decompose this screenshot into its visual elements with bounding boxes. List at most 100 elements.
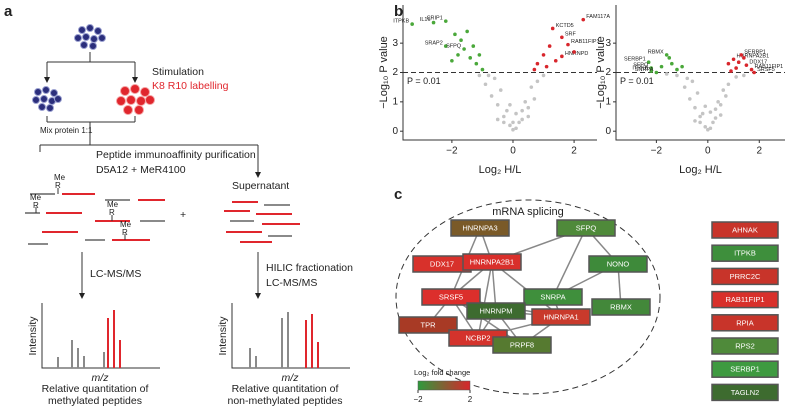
data-point: [502, 120, 506, 125]
point-label: SRSF5: [757, 67, 775, 73]
step-label: LC-MS/MS: [90, 268, 141, 280]
protein-node: [492, 336, 552, 354]
data-point: [711, 120, 715, 125]
data-point: [450, 58, 454, 63]
fragment-label: Me: [54, 173, 66, 182]
protein-node: [462, 253, 522, 271]
y-tick-label: 0: [605, 126, 611, 137]
data-point: [456, 53, 460, 57]
data-point: [477, 53, 482, 57]
step-label: LC-MS/MS: [266, 277, 317, 289]
data-point: [517, 120, 521, 125]
point-label: HNRNPA2B1: [737, 54, 770, 60]
data-point: [443, 44, 448, 48]
axis-label: m/z: [282, 372, 300, 384]
data-point: [667, 56, 672, 60]
y-tick-label: 1: [392, 96, 398, 107]
protein-node: [523, 288, 583, 306]
data-point: [693, 119, 697, 123]
protein-label: RAB11FIP1: [725, 295, 764, 304]
point-label: IL16: [420, 17, 431, 23]
protein-label: NCBP2: [465, 333, 490, 342]
data-point: [734, 75, 738, 79]
data-point: [550, 26, 555, 31]
data-point: [693, 105, 697, 110]
data-point: [670, 61, 674, 66]
point-label: ITPKB: [393, 19, 409, 25]
x-tick-label: 2: [756, 146, 762, 157]
data-point: [718, 113, 723, 117]
data-point: [734, 66, 738, 70]
data-point: [739, 53, 744, 57]
data-point: [511, 120, 515, 125]
data-point: [724, 94, 728, 98]
data-point: [700, 111, 705, 116]
data-point: [675, 67, 679, 72]
data-point: [465, 29, 469, 34]
protein-node: [711, 221, 779, 239]
caption: non-methylated peptides: [228, 395, 343, 407]
x-tick-label: −2: [446, 146, 458, 157]
data-point: [529, 85, 534, 89]
point-label: ITPKB: [632, 65, 648, 71]
data-point: [749, 67, 754, 72]
caption: Relative quantitation of: [42, 383, 149, 395]
data-point: [526, 114, 531, 119]
point-label: DDX17: [749, 60, 767, 66]
data-point: [486, 73, 491, 78]
data-point: [736, 60, 741, 65]
data-point: [541, 73, 546, 78]
data-point: [553, 58, 558, 63]
data-point: [731, 57, 736, 62]
x-axis-label: Log₂ H/L: [679, 164, 722, 176]
point-label: SRAP2: [425, 41, 443, 47]
x-tick-label: 0: [705, 146, 711, 157]
y-tick-label: 2: [392, 67, 398, 78]
x-tick-label: 0: [510, 146, 516, 157]
y-axis-label: −Log₁₀ P value: [378, 36, 390, 109]
data-point: [675, 73, 679, 78]
step-label: D5A12 + MeR4100: [96, 164, 186, 176]
data-point: [511, 127, 515, 132]
protein-node: [450, 219, 510, 237]
data-point: [664, 72, 669, 76]
cluster-title: mRNA splicing: [492, 206, 564, 218]
axis-label: Intensity: [217, 316, 229, 356]
data-point: [560, 54, 564, 59]
protein-label: HNRNPA2B1: [470, 257, 514, 266]
fragment-label: R: [109, 208, 115, 217]
protein-label: TPR: [421, 320, 437, 329]
data-point: [514, 126, 518, 131]
data-point: [685, 76, 690, 81]
protein-label: SNRPA: [540, 292, 565, 301]
protein-node: [711, 360, 779, 378]
point-label: SERBP1: [624, 57, 646, 63]
x-axis-label: Log₂ H/L: [479, 164, 522, 176]
step-label: Supernatant: [232, 180, 289, 192]
data-point: [742, 56, 746, 60]
protein-node: [711, 267, 779, 286]
point-label: SFPQ: [633, 63, 649, 69]
data-point: [474, 61, 479, 66]
data-point: [698, 114, 702, 119]
protein-node: [466, 302, 526, 320]
axis-label: m/z: [92, 372, 110, 384]
plus-sign: +: [180, 209, 186, 221]
point-label: SERBP1: [744, 49, 766, 55]
point-label: SFPQ: [446, 43, 462, 49]
merge-arrows: [39, 116, 261, 178]
step-label: HILIC fractionation: [266, 262, 353, 274]
cell-cluster: [32, 86, 62, 112]
x-tick-label: −2: [651, 146, 663, 157]
fragment-label: R: [55, 181, 61, 190]
data-point: [680, 64, 684, 69]
data-point: [547, 44, 552, 48]
protein-label: HNRNPA1: [543, 312, 578, 321]
data-point: [742, 73, 746, 78]
data-point: [729, 69, 733, 73]
point-label: CRIP1: [427, 16, 443, 22]
data-point: [532, 67, 537, 72]
interaction-edge: [477, 261, 493, 339]
data-point: [526, 105, 531, 110]
